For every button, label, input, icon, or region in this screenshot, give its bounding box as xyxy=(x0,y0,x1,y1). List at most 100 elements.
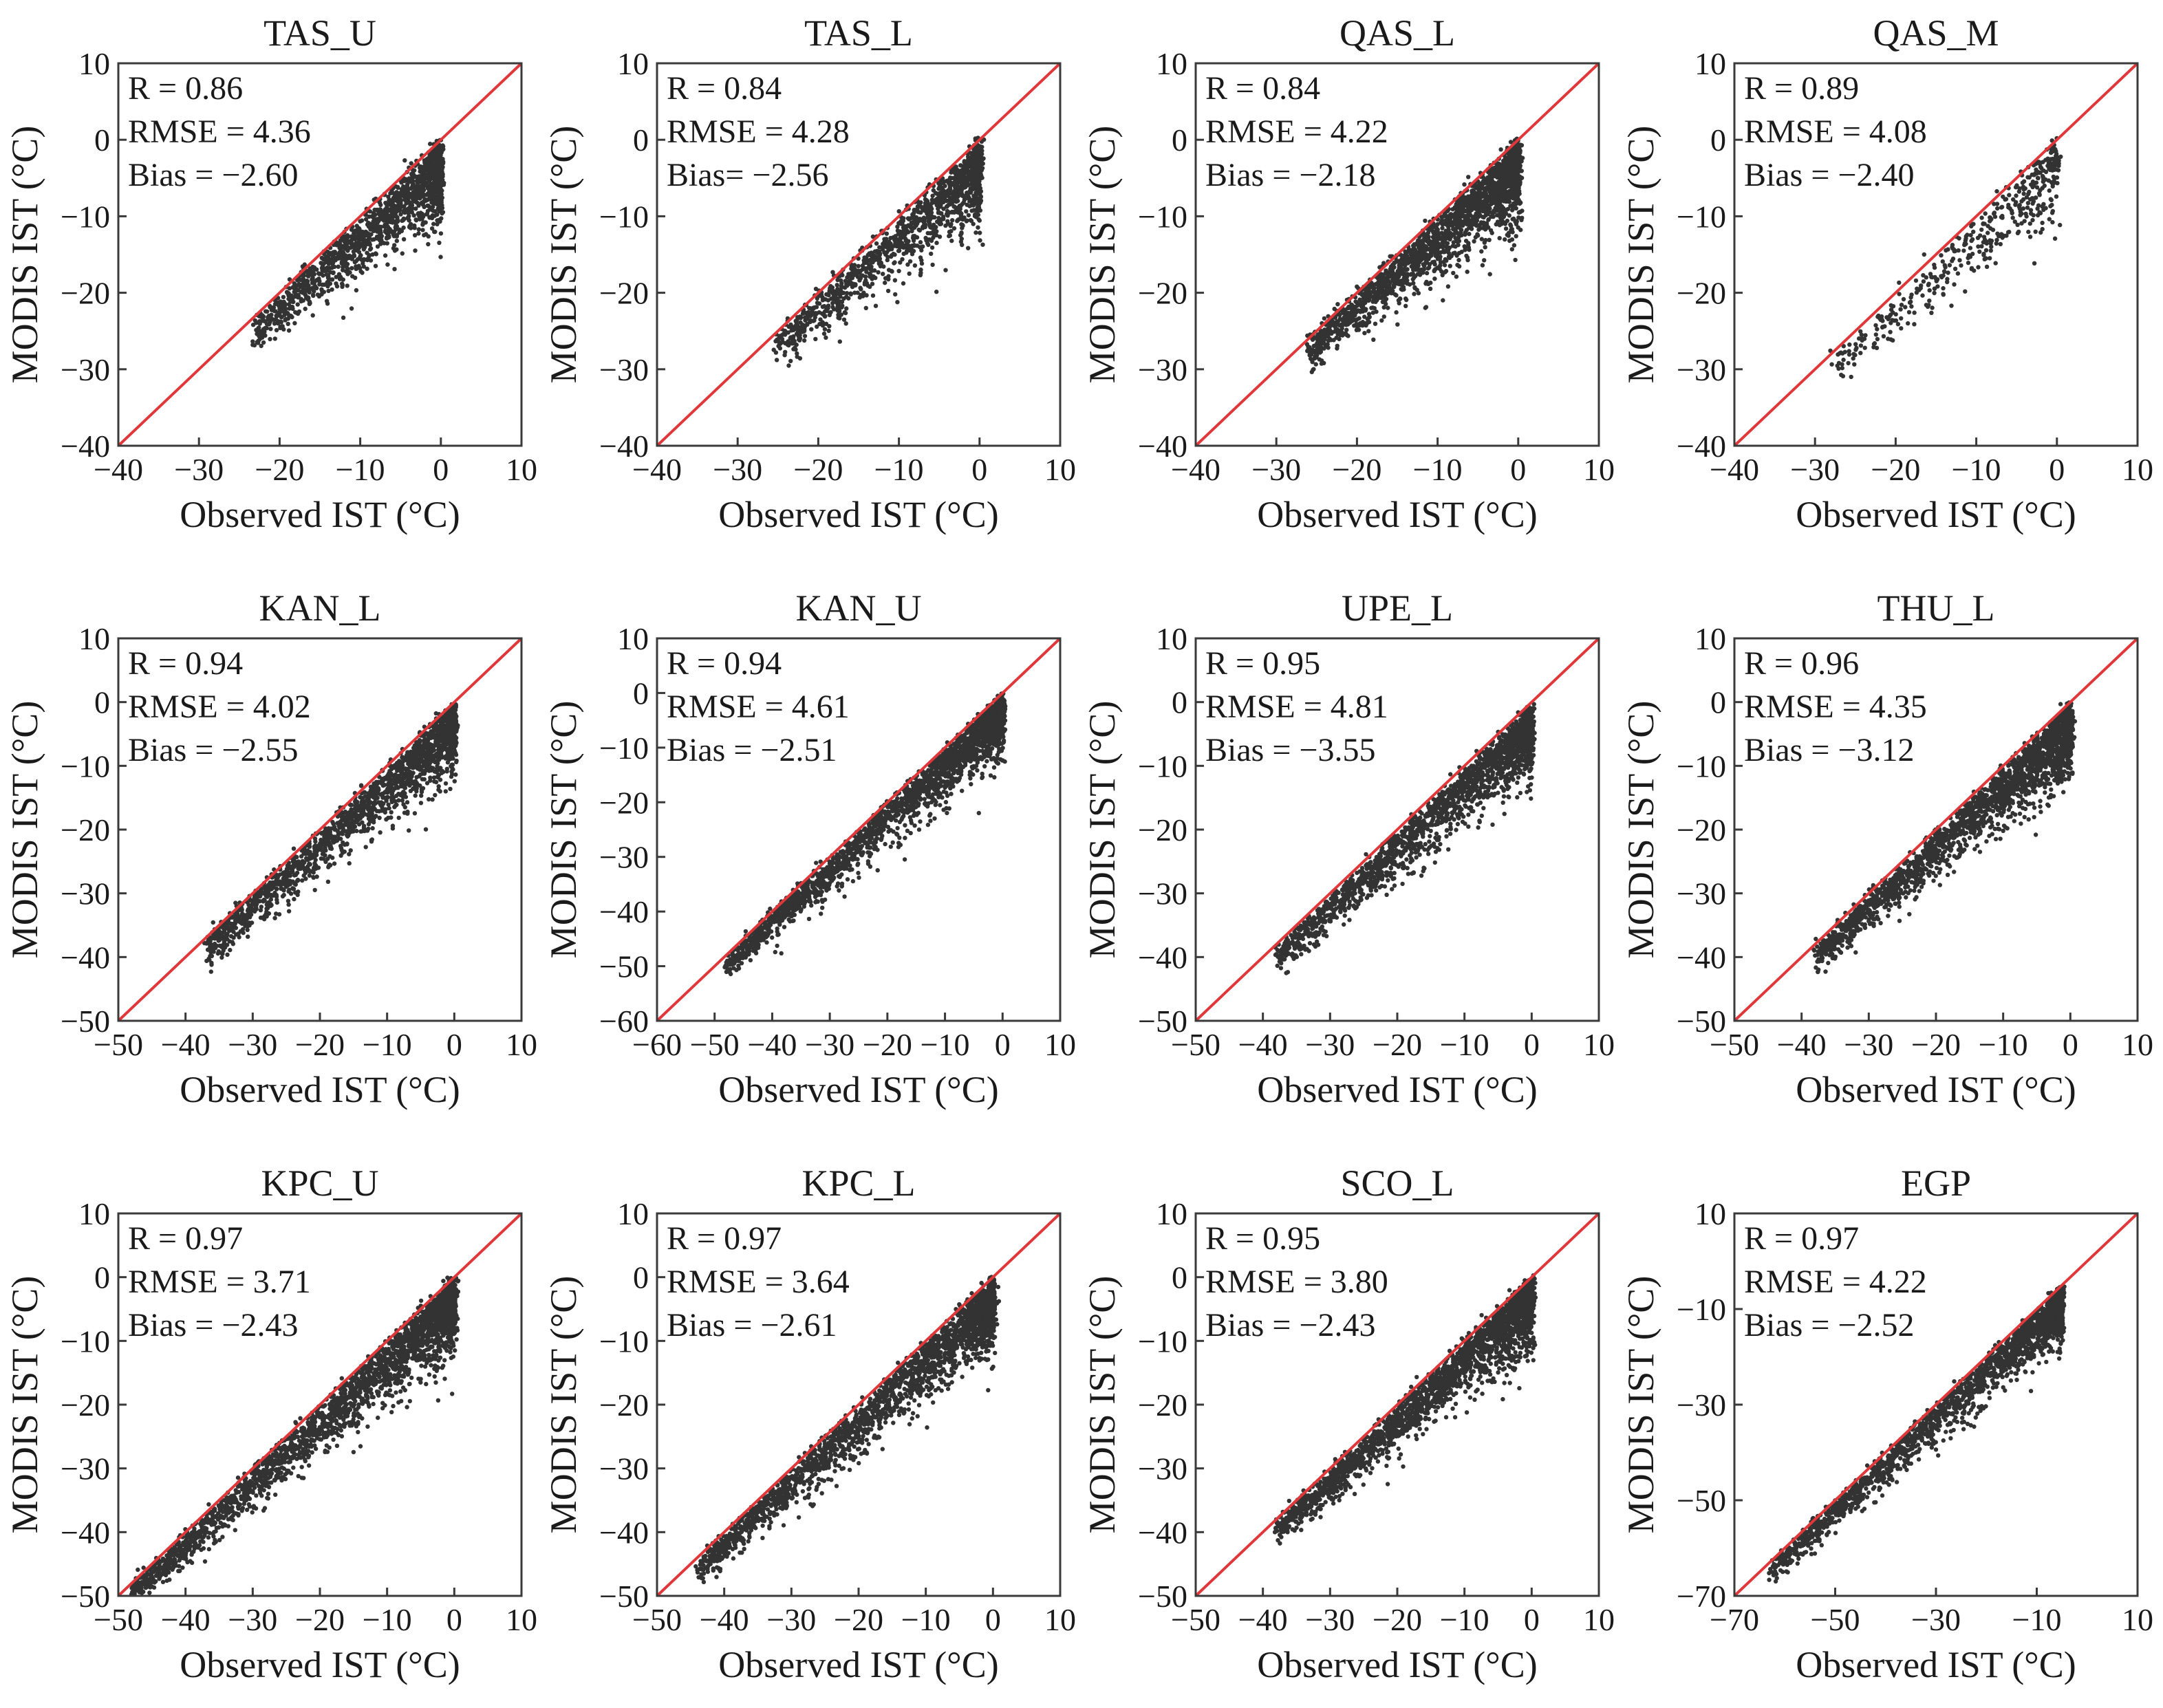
data-point xyxy=(947,233,953,238)
data-point xyxy=(429,195,433,199)
data-point xyxy=(257,336,262,341)
data-point xyxy=(916,202,922,207)
data-point xyxy=(934,229,939,234)
data-point xyxy=(1347,305,1352,310)
data-point xyxy=(969,182,974,186)
data-point xyxy=(1456,257,1461,263)
data-point xyxy=(1505,218,1510,224)
data-point xyxy=(440,211,444,216)
data-point xyxy=(830,301,835,305)
data-point xyxy=(870,293,876,298)
data-point xyxy=(865,260,870,266)
data-point xyxy=(259,314,264,318)
data-point xyxy=(1475,184,1480,188)
data-point xyxy=(1459,233,1464,238)
data-point xyxy=(1380,273,1386,279)
data-point xyxy=(385,262,390,267)
data-point xyxy=(965,179,970,184)
data-point xyxy=(1346,334,1350,338)
data-point xyxy=(1515,181,1520,186)
data-point xyxy=(1500,218,1505,223)
data-point xyxy=(838,299,843,304)
data-point xyxy=(256,329,261,334)
y-tick-label: 10 xyxy=(1156,46,1187,81)
data-point xyxy=(392,267,397,272)
data-point xyxy=(1494,191,1500,195)
data-point xyxy=(783,349,788,354)
data-point xyxy=(860,263,865,268)
y-tick-label: 0 xyxy=(633,122,649,158)
data-point xyxy=(292,321,297,325)
data-point xyxy=(330,287,334,292)
data-point xyxy=(929,251,934,257)
data-point xyxy=(1410,259,1415,264)
data-point xyxy=(1362,314,1367,319)
data-point xyxy=(1495,162,1500,168)
data-point xyxy=(1381,314,1387,319)
data-point xyxy=(277,310,283,314)
x-tick-label: −10 xyxy=(1413,452,1463,487)
data-point xyxy=(1957,258,1962,263)
data-point xyxy=(885,257,890,263)
data-point xyxy=(1326,332,1331,336)
data-point xyxy=(937,184,942,190)
data-point xyxy=(286,302,292,307)
data-point xyxy=(842,310,848,315)
data-point xyxy=(778,341,783,346)
data-point xyxy=(831,296,836,302)
data-point xyxy=(1367,285,1372,290)
data-point xyxy=(925,206,931,210)
data-point xyxy=(2054,194,2059,199)
data-point xyxy=(1423,281,1428,286)
data-point xyxy=(1494,186,1498,191)
data-point xyxy=(918,240,923,245)
x-tick-label: −20 xyxy=(793,452,843,487)
data-point xyxy=(405,187,410,193)
data-point xyxy=(1394,310,1399,315)
data-point xyxy=(949,199,954,204)
data-point xyxy=(925,214,931,219)
data-point xyxy=(869,260,874,265)
y-tick-label: 0 xyxy=(94,122,110,158)
data-point xyxy=(901,281,906,286)
data-point xyxy=(295,278,300,283)
data-point xyxy=(1497,236,1502,241)
data-point xyxy=(319,287,324,292)
data-point xyxy=(863,305,869,310)
data-point xyxy=(976,166,981,171)
data-point xyxy=(805,322,810,327)
y-tick-label: −10 xyxy=(1138,199,1187,234)
data-point xyxy=(405,207,409,212)
data-point xyxy=(312,283,318,289)
data-point xyxy=(312,289,316,294)
data-point xyxy=(1488,198,1493,203)
data-point xyxy=(1350,303,1355,307)
data-point xyxy=(857,278,862,283)
data-point xyxy=(1370,305,1375,310)
data-point xyxy=(1513,257,1518,263)
data-point xyxy=(323,266,328,271)
data-point xyxy=(921,220,927,225)
data-point xyxy=(377,200,383,205)
data-point xyxy=(896,248,902,253)
data-point xyxy=(429,151,433,156)
data-point xyxy=(883,280,887,285)
y-tick-label: −30 xyxy=(61,352,110,387)
data-point xyxy=(925,241,930,246)
y-tick-label: −20 xyxy=(599,276,649,311)
data-point xyxy=(835,277,840,283)
data-point xyxy=(966,163,971,169)
data-point xyxy=(363,245,367,250)
data-point xyxy=(959,181,964,186)
data-point xyxy=(1332,329,1337,334)
data-point xyxy=(1480,185,1485,191)
data-point xyxy=(1945,279,1950,285)
data-point xyxy=(363,217,369,221)
data-point xyxy=(980,242,985,247)
data-point xyxy=(1373,321,1378,326)
data-point xyxy=(1939,253,1944,258)
data-point xyxy=(857,270,862,275)
data-point xyxy=(1511,201,1516,206)
data-point xyxy=(1320,334,1326,340)
data-point xyxy=(914,215,919,220)
